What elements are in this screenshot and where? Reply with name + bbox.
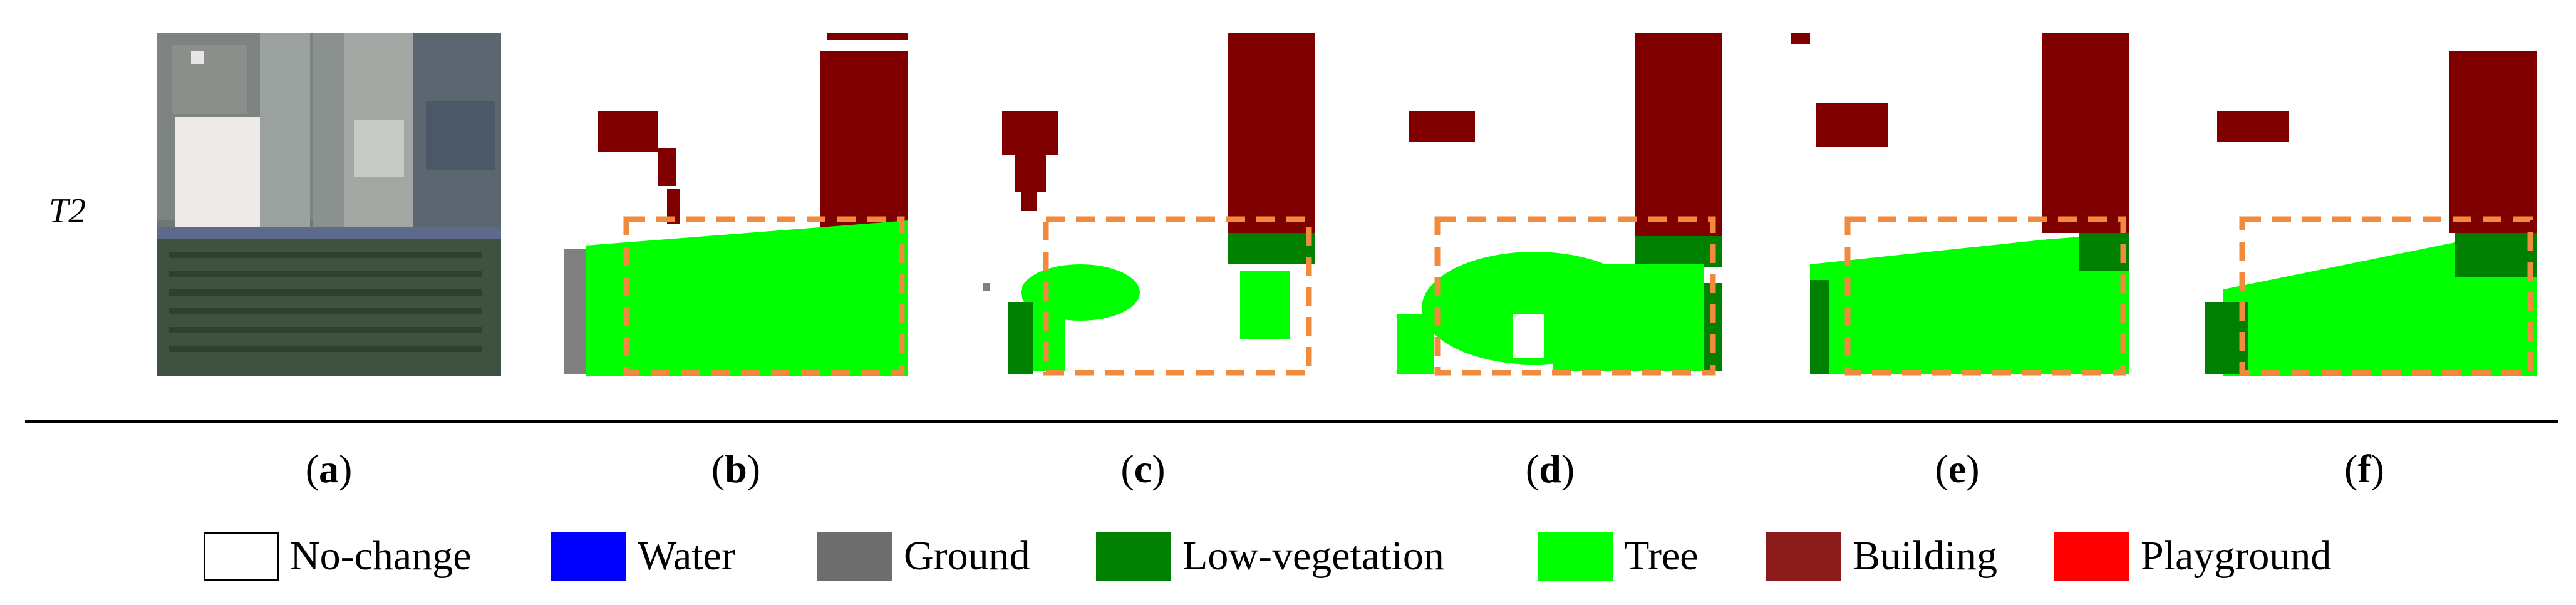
legend: No-change Water Ground Low-vegetation Tr… bbox=[0, 525, 2576, 587]
caption-e: (e) bbox=[1935, 447, 1980, 491]
legend-label: Low-vegetation bbox=[1182, 533, 1444, 579]
legend-item-tree: Tree bbox=[1538, 525, 1699, 587]
legend-label: Water bbox=[638, 533, 735, 579]
caption-a: (a) bbox=[305, 447, 353, 491]
panel-f-change-map bbox=[2192, 33, 2537, 376]
caption-b: (b) bbox=[711, 447, 761, 491]
legend-item-water: Water bbox=[551, 525, 735, 587]
row-label: T2 bbox=[49, 192, 86, 230]
panel-d-change-map bbox=[1378, 33, 1722, 376]
separator-rule bbox=[25, 420, 2558, 423]
legend-item-no-change: No-change bbox=[204, 525, 472, 587]
legend-item-playground: Playground bbox=[2054, 525, 2331, 587]
legend-swatch-no-change bbox=[204, 532, 279, 581]
legend-label: Ground bbox=[904, 533, 1030, 579]
legend-item-building: Building bbox=[1766, 525, 1997, 587]
panel-a-aerial-image bbox=[157, 33, 501, 376]
legend-swatch-building bbox=[1766, 532, 1841, 581]
legend-swatch-ground bbox=[817, 532, 892, 581]
legend-item-low-vegetation: Low-vegetation bbox=[1096, 525, 1444, 587]
legend-swatch-water bbox=[551, 532, 626, 581]
caption-c: (c) bbox=[1120, 447, 1166, 491]
legend-label: Building bbox=[1853, 533, 1998, 579]
change-map-f bbox=[2205, 51, 2537, 376]
change-map-c bbox=[983, 33, 1315, 376]
legend-label: Playground bbox=[2141, 533, 2332, 579]
caption-d: (d) bbox=[1525, 447, 1575, 491]
legend-label: Tree bbox=[1624, 533, 1699, 579]
legend-swatch-playground bbox=[2054, 532, 2129, 581]
aerial-photo bbox=[157, 33, 501, 376]
panel-e-change-map bbox=[1785, 33, 2129, 376]
panel-c-change-map bbox=[971, 33, 1315, 376]
legend-swatch-low-vegetation bbox=[1096, 532, 1171, 581]
legend-swatch-tree bbox=[1538, 532, 1613, 581]
change-map-b bbox=[564, 33, 908, 376]
panel-b-change-map bbox=[564, 33, 908, 376]
change-map-d bbox=[1397, 33, 1722, 376]
caption-f: (f) bbox=[2344, 447, 2384, 491]
legend-item-ground: Ground bbox=[817, 525, 1030, 587]
legend-label: No-change bbox=[290, 533, 472, 579]
change-map-e bbox=[1791, 33, 2129, 376]
